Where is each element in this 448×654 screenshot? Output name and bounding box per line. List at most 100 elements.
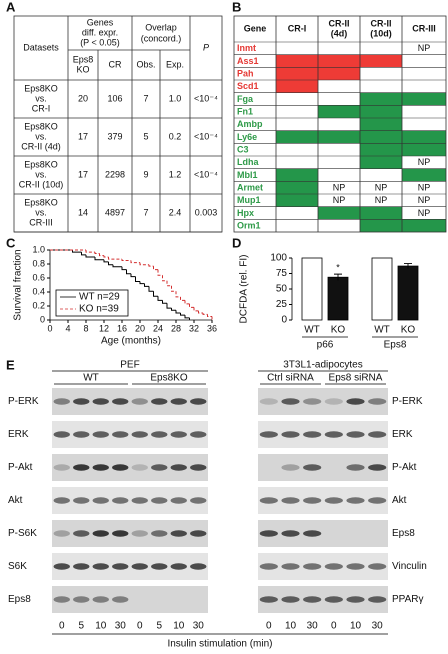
value-cell: 7 xyxy=(143,93,148,103)
blot-band xyxy=(131,497,148,504)
header-cell: CR-II xyxy=(329,18,350,28)
blot-band xyxy=(53,431,70,438)
y-axis-label: Survival fraction xyxy=(13,249,24,320)
value-cell: 9 xyxy=(143,169,148,179)
blot-row-label: P-Akt xyxy=(8,462,33,473)
survival-step xyxy=(157,296,163,301)
blot-band xyxy=(170,530,187,537)
bar xyxy=(371,257,393,321)
cell-fill xyxy=(360,219,402,232)
blot-band xyxy=(151,530,168,537)
lane-label: 30 xyxy=(193,621,205,632)
dataset-cell: CR-III xyxy=(29,217,53,227)
survival-step xyxy=(175,310,181,314)
value-cell: 0.2 xyxy=(169,131,182,141)
blot-band xyxy=(281,530,300,537)
blot-band xyxy=(73,497,90,504)
lane-label: 10 xyxy=(95,621,107,632)
survival-step xyxy=(130,260,140,264)
value-cell: <10⁻⁴ xyxy=(194,93,218,103)
header-cell: CR-I xyxy=(288,23,307,33)
blot-band xyxy=(324,497,343,504)
value-cell: 2.4 xyxy=(169,207,182,217)
cell-text: NP xyxy=(418,157,431,167)
blot-band xyxy=(324,431,343,438)
blot-band xyxy=(92,497,109,504)
gene-name: Ly6e xyxy=(237,132,257,142)
blot-band xyxy=(303,596,322,603)
blot-band xyxy=(92,563,109,570)
lane-label: 10 xyxy=(350,621,362,632)
blot-title: PEF xyxy=(120,360,139,371)
blot-band xyxy=(281,464,300,471)
group-label: Eps8 xyxy=(384,340,407,351)
cell-text: NP xyxy=(375,183,388,193)
blot-panel xyxy=(258,421,388,448)
blot-band xyxy=(303,563,322,570)
cell-fill xyxy=(402,219,446,232)
blot-band xyxy=(190,530,207,537)
survival-step xyxy=(85,250,95,253)
survival-step xyxy=(99,253,104,257)
x-tick-label: 24 xyxy=(153,323,163,333)
survival-step xyxy=(108,261,113,266)
survival-step xyxy=(166,303,172,309)
bar xyxy=(301,257,323,321)
y-tick-label: 0.6 xyxy=(32,272,45,282)
significance-mark: * xyxy=(336,262,340,272)
blot-band xyxy=(368,464,387,471)
cell-fill xyxy=(318,67,360,80)
survival-step xyxy=(162,300,167,304)
blot-band xyxy=(112,563,129,570)
dataset-cell: Eps8KO xyxy=(24,159,58,169)
blot-row-label: P-ERK xyxy=(392,396,423,407)
cell-fill xyxy=(318,130,360,144)
blot-panel xyxy=(258,520,388,547)
y-tick-label: 0 xyxy=(281,315,287,326)
blot-band xyxy=(131,431,148,438)
value-cell: 0.003 xyxy=(195,207,218,217)
blot-band xyxy=(281,431,300,438)
blot-band xyxy=(112,431,129,438)
cell-fill xyxy=(360,143,402,156)
panel-label: E xyxy=(6,357,15,372)
cell-fill xyxy=(318,206,360,220)
blot-band xyxy=(112,530,129,537)
value-cell: 106 xyxy=(107,93,122,103)
lane-label: 0 xyxy=(59,621,65,632)
header-cell: Obs. xyxy=(136,59,155,69)
survival-step xyxy=(153,291,158,297)
survival-step xyxy=(207,314,212,317)
gene-name: Fn1 xyxy=(237,107,253,117)
blot-band xyxy=(324,398,343,405)
dataset-cell: CR-II (10d) xyxy=(19,179,64,189)
dataset-cell: vs. xyxy=(35,207,47,217)
survival-step xyxy=(148,286,154,292)
gene-name: C3 xyxy=(237,145,249,155)
y-tick-label: 100 xyxy=(270,253,287,264)
panel-label: A xyxy=(6,0,16,14)
header-cell: CR-III xyxy=(412,23,436,33)
blot-band xyxy=(324,563,343,570)
survival-step xyxy=(148,264,154,267)
y-tick-label: 0.4 xyxy=(32,286,45,296)
cell-fill xyxy=(360,118,402,131)
blot-band xyxy=(73,596,90,603)
blot-band xyxy=(190,464,207,471)
survival-step xyxy=(94,257,104,261)
header-cell: (P < 0.05) xyxy=(80,37,120,47)
blot-band xyxy=(368,563,387,570)
survival-step xyxy=(171,285,176,292)
survival-step xyxy=(121,266,127,271)
blot-band xyxy=(151,497,168,504)
blot-band xyxy=(112,596,129,603)
gene-name: Mup1 xyxy=(237,195,261,205)
blot-row-label: Vinculin xyxy=(392,561,427,572)
blot-row-label: Akt xyxy=(392,495,407,506)
survival-step xyxy=(81,252,86,256)
blot-panel xyxy=(258,553,388,580)
blot-band xyxy=(53,530,70,537)
lane-label: 0 xyxy=(266,621,272,632)
header-cell: Gene xyxy=(244,23,267,33)
